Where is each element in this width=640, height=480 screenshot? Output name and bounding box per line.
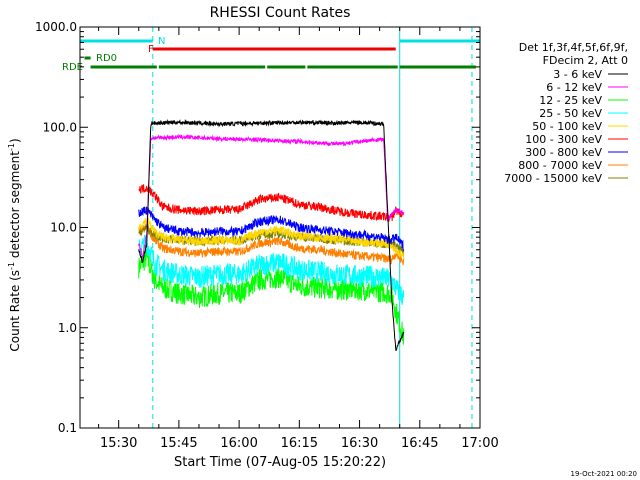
flag-label-f: F — [148, 44, 154, 55]
y-tick-label: 1000.0 — [35, 20, 77, 34]
series-line-25-50-kev — [138, 234, 405, 305]
series-line-3-6-kev — [138, 118, 405, 352]
series-line-50-100-kev — [138, 216, 405, 259]
y-axis-label: Count Rate (s-1 detector segment-1) — [7, 138, 22, 351]
x-tick-label: 16:15 — [281, 436, 318, 451]
x-tick-label: 15:45 — [160, 436, 197, 451]
plot-area: NF RD0 RDE — [62, 27, 480, 428]
legend-header-line-1: Det 1f,3f,4f,5f,6f,9f, — [519, 41, 628, 54]
flag-label-n: N — [158, 36, 165, 47]
series-line-300-800-kev — [138, 206, 405, 251]
flag-label-rd0: RD0 — [96, 53, 117, 64]
x-tick-label: 15:30 — [100, 436, 137, 451]
y-label-end: ) — [8, 138, 22, 143]
y-label-sup2: -1 — [7, 143, 16, 151]
legend-label: 6 - 12 keV — [546, 81, 602, 94]
y-tick-label: 1.0 — [58, 321, 77, 335]
footer-date: 19-Oct-2021 00:20 — [571, 470, 637, 478]
y-tick-label: 10.0 — [50, 221, 77, 235]
legend-label: 12 - 25 keV — [539, 94, 602, 107]
legend-label: 300 - 800 keV — [525, 146, 602, 159]
series-line-12-25-kev — [138, 248, 405, 345]
y-label-main: Count Rate (s — [8, 270, 22, 352]
legend-label: 100 - 300 keV — [525, 133, 602, 146]
x-tick-label: 17:00 — [461, 436, 498, 451]
legend-header-line-2: FDecim 2, Att 0 — [543, 54, 628, 67]
chart-title: RHESSI Count Rates — [210, 5, 351, 21]
series-line-100-300-kev — [138, 184, 405, 222]
y-axis: 0.1 1.0 10.0 100.0 1000.0 — [35, 20, 480, 435]
x-axis-label: Start Time (07-Aug-05 15:20:22) — [174, 455, 386, 470]
legend-label: 800 - 7000 keV — [518, 159, 602, 172]
flag-label-rde: RDE — [62, 62, 83, 73]
x-tick-label: 16:45 — [401, 436, 438, 451]
y-label-sup1: -1 — [7, 262, 16, 270]
legend-label: 25 - 50 keV — [539, 107, 602, 120]
legend: Det 1f,3f,4f,5f,6f,9f, FDecim 2, Att 0 3… — [504, 41, 628, 185]
legend-label: 7000 - 15000 keV — [504, 172, 602, 185]
series-line-800-7000-kev — [138, 223, 405, 266]
legend-label: 3 - 6 keV — [553, 68, 602, 81]
x-tick-label: 16:30 — [341, 436, 378, 451]
x-tick-label: 16:00 — [220, 436, 257, 451]
y-label-mid: detector segment — [8, 151, 22, 262]
y-tick-label: 0.1 — [58, 421, 77, 435]
y-tick-label: 100.0 — [43, 120, 77, 134]
series-line-6-12-kev — [138, 133, 405, 258]
x-axis: 15:30 15:45 16:00 16:15 16:30 16:45 17:00 — [98, 27, 499, 451]
legend-label: 50 - 100 keV — [532, 120, 602, 133]
